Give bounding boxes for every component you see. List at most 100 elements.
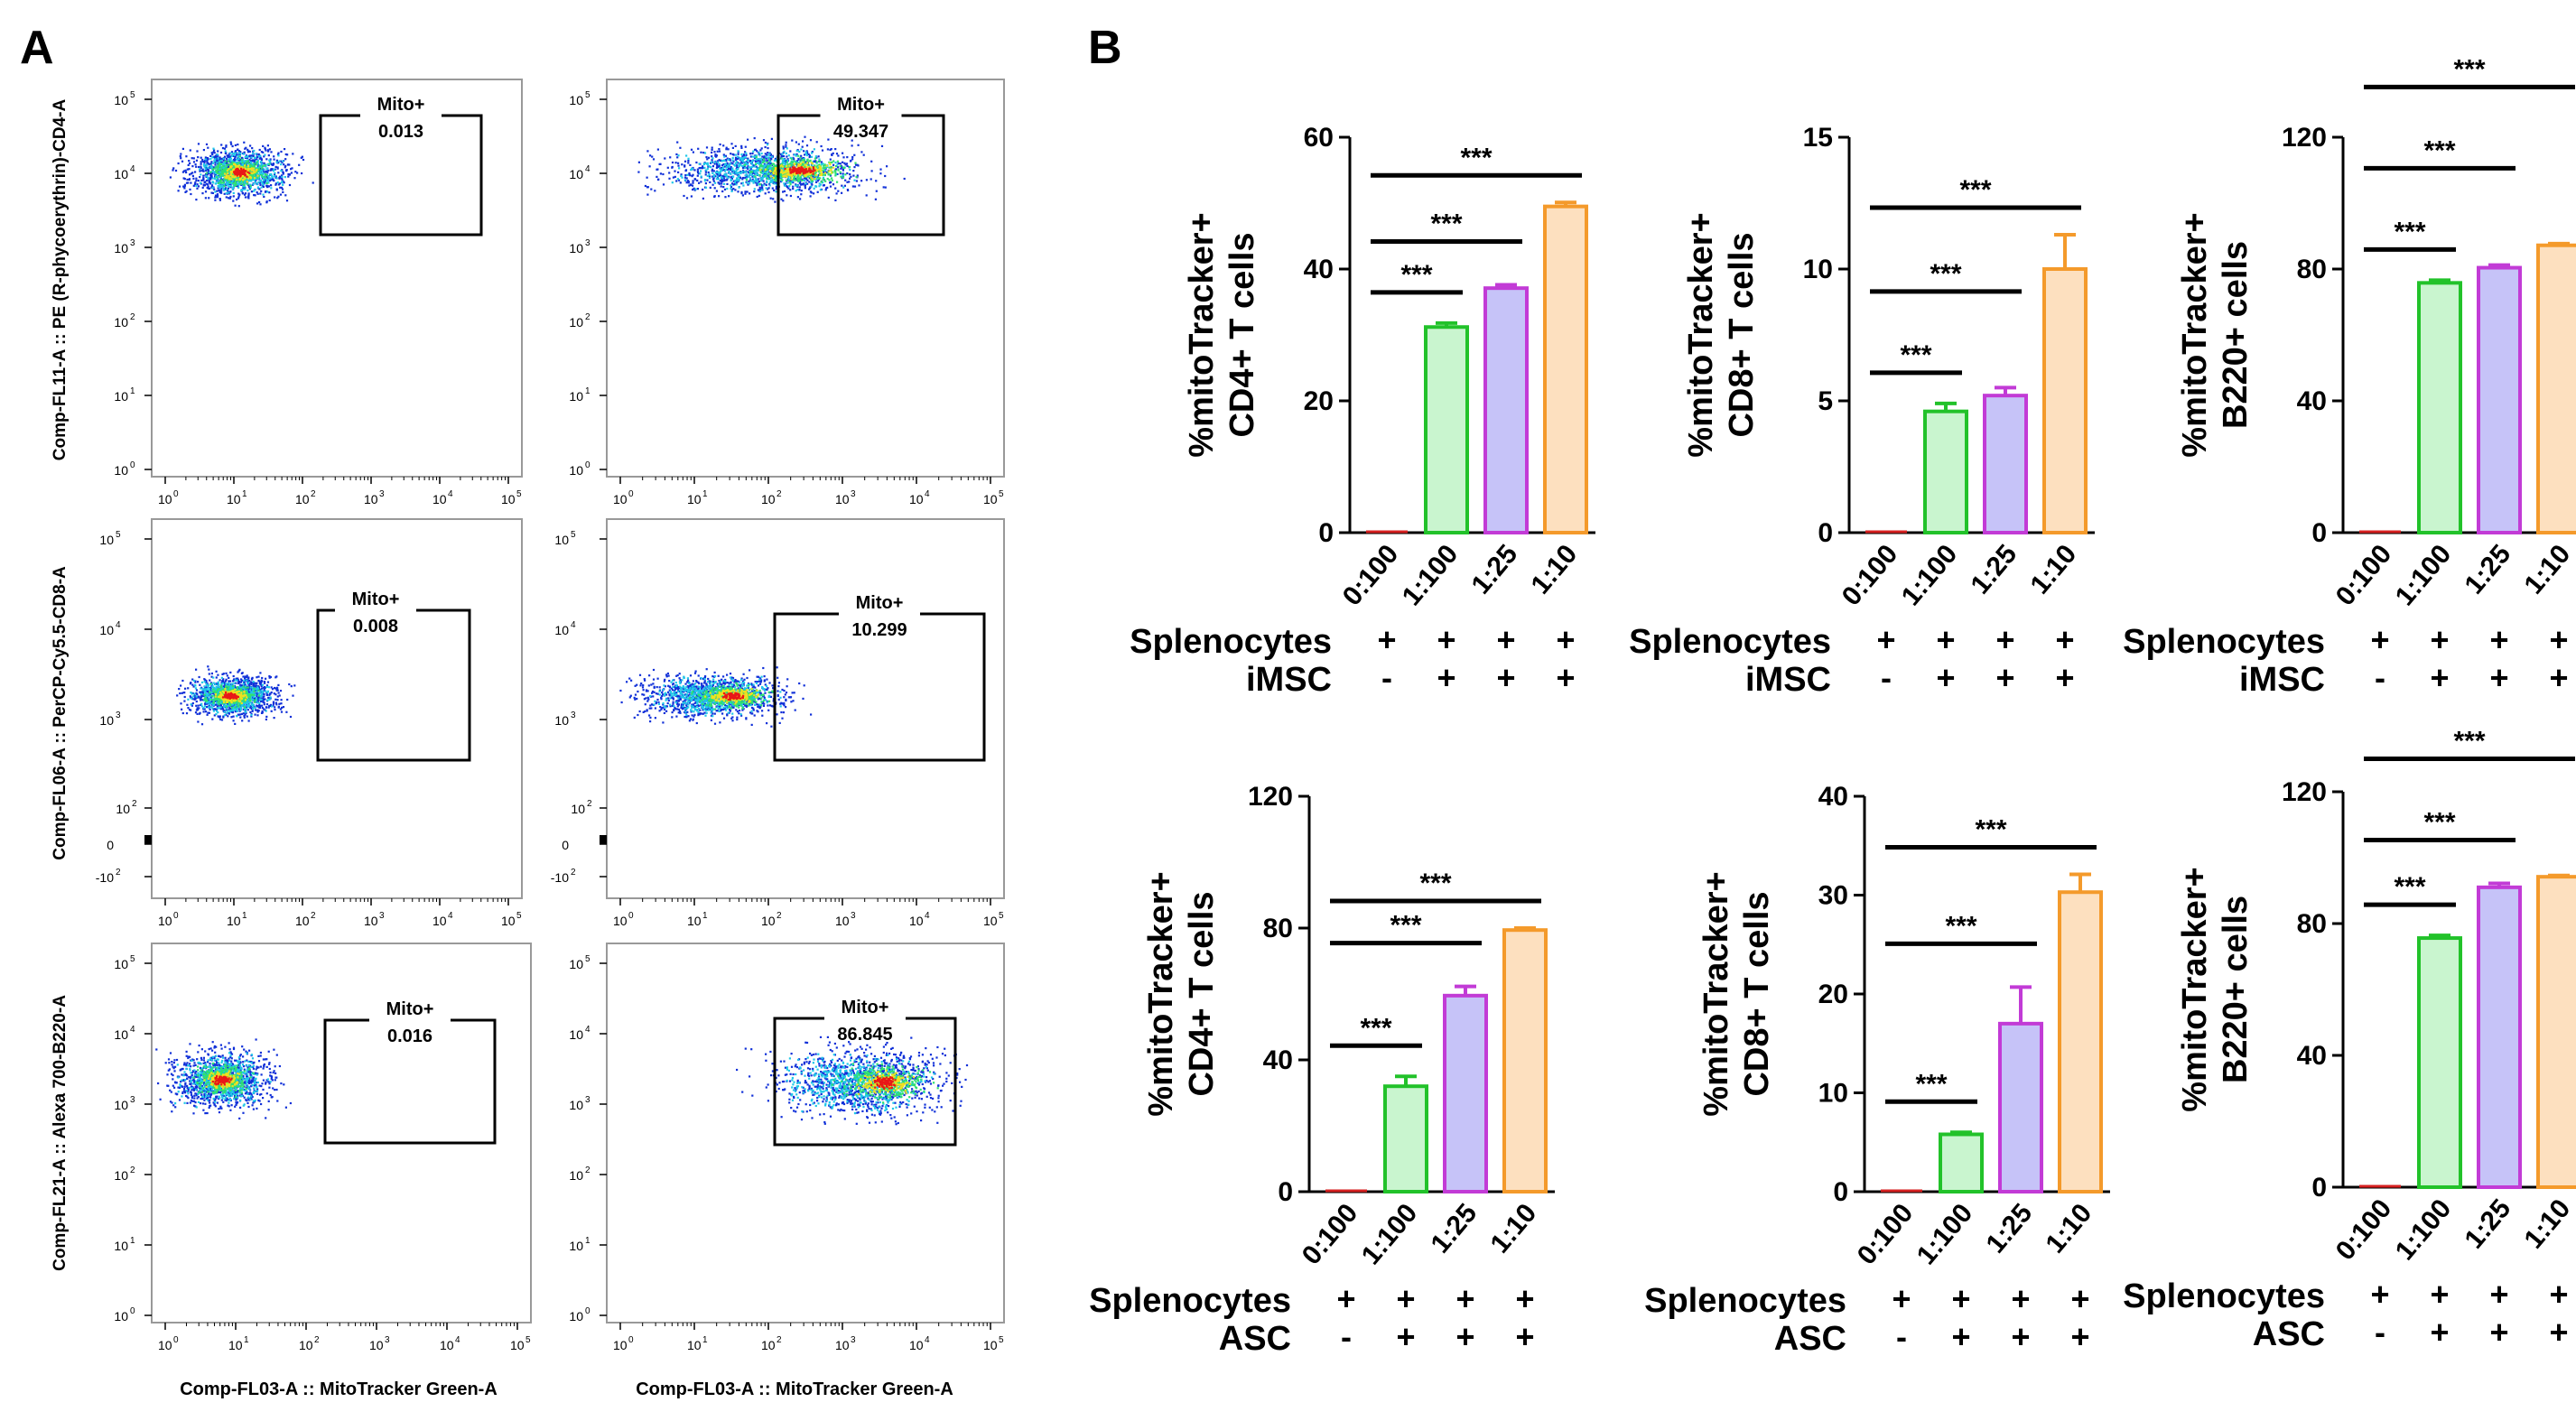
y-axis-label-line1: %mitoTracker+ [2176, 212, 2214, 457]
y-tick-label: 10 [569, 167, 583, 181]
x-axis: 10 0 10 1 10 2 10 3 10 4 10 5 [158, 477, 522, 506]
bar-1:10 [2536, 243, 2576, 534]
condition-row2-label: ASC [2253, 1315, 2325, 1353]
condition-sign: + [1515, 1280, 1534, 1317]
y-tick-label: 40 [2297, 1041, 2327, 1071]
y-tick-label: 10 [114, 1309, 128, 1323]
significance-label: *** [1930, 259, 1961, 289]
x-tick-label: 10 [227, 492, 241, 506]
significance-label: *** [1430, 209, 1462, 239]
bar-1:100 [2417, 281, 2462, 534]
significance-label: *** [1400, 260, 1432, 290]
x-tick-label: 10 [440, 1338, 454, 1352]
y-tick-label: 0 [562, 838, 569, 852]
y-tick-exponent: 2 [130, 1166, 135, 1175]
y-tick-exponent: 2 [116, 868, 121, 878]
y-tick-label: 20 [1818, 980, 1848, 1009]
x-tick-exponent: 4 [925, 1335, 930, 1345]
condition-sign: - [2375, 1314, 2385, 1351]
y-tick-label: 0 [1278, 1177, 1293, 1207]
x-tick-exponent: 2 [777, 911, 782, 921]
y-tick-label: 10 [569, 1168, 583, 1183]
y-tick-label: 120 [2282, 123, 2327, 153]
condition-sign: + [1437, 659, 1455, 696]
significance-label: *** [1390, 911, 1421, 941]
significance-label: *** [2453, 54, 2485, 84]
y-tick-label: 15 [1803, 123, 1833, 153]
y-tick-label: 10 [114, 1098, 128, 1112]
condition-sign: + [1496, 659, 1515, 696]
y-tick-label: 120 [2282, 777, 2327, 807]
y-tick-exponent: 0 [585, 460, 591, 470]
x-tick-label: 10 [909, 1338, 924, 1352]
condition-sign: + [2055, 621, 2074, 658]
flow-plot-frame [151, 943, 532, 1323]
y-axis-label-line2: CD4+ T cells [1183, 891, 1221, 1096]
condition-sign: + [2070, 1318, 2089, 1355]
condition-sign: + [1951, 1280, 1970, 1317]
y-tick-exponent: 4 [585, 1025, 591, 1035]
x-tick-label: 0:100 [1337, 539, 1405, 611]
condition-sign: - [1881, 659, 1892, 696]
x-tick-label: 1:100 [2390, 539, 2458, 611]
y-tick-label: 0 [1318, 518, 1334, 548]
y-tick-label: 10 [569, 1098, 583, 1112]
condition-row2-label: ASC [1774, 1320, 1846, 1358]
y-tick-label: 0 [2311, 518, 2327, 548]
condition-sign: + [2489, 1314, 2508, 1351]
x-tick-label: 10 [983, 1338, 998, 1352]
gate-label: Mito+ [386, 999, 434, 1019]
x-tick-label: 0:100 [1837, 539, 1904, 611]
x-tick-exponent: 1 [702, 489, 708, 499]
y-tick-label: 10 [114, 167, 128, 181]
y-tick-label: 10 [571, 802, 585, 816]
significance-label: *** [1975, 815, 2006, 845]
y-tick-label: 10 [569, 1309, 583, 1323]
y-tick-exponent: 1 [585, 1236, 591, 1246]
x-tick-exponent: 2 [777, 489, 782, 499]
y-tick-exponent: 0 [585, 1306, 591, 1316]
y-tick-exponent: 2 [587, 799, 592, 809]
density-cloud [619, 666, 813, 728]
x-tick-label: 10 [909, 492, 924, 506]
y-tick-exponent: 3 [130, 238, 135, 248]
x-tick-label: 1:25 [1965, 539, 2023, 599]
y-tick-label: 80 [2297, 909, 2327, 939]
y-tick-label: 10 [569, 463, 583, 478]
condition-sign: - [1896, 1318, 1907, 1355]
x-tick-label: 10 [835, 1338, 850, 1352]
x-tick-exponent: 1 [242, 489, 247, 499]
condition-sign: + [2430, 621, 2449, 658]
condition-sign: + [1336, 1280, 1355, 1317]
condition-sign: + [1455, 1318, 1474, 1355]
x-tick-exponent: 0 [173, 489, 179, 499]
gate-label: Mito+ [837, 95, 885, 115]
x-tick-label: 1:25 [2459, 1193, 2516, 1254]
condition-sign: - [1341, 1318, 1352, 1355]
condition-sign: + [2370, 1276, 2389, 1313]
y-tick-label: 10 [114, 1239, 128, 1253]
x-tick-exponent: 5 [999, 489, 1004, 499]
condition-sign: + [2489, 1276, 2508, 1313]
y-axis-label-line1: %mitoTracker+ [1697, 871, 1735, 1116]
condition-sign: + [1951, 1318, 1970, 1355]
y-tick-exponent: 0 [130, 1306, 135, 1316]
y-tick-exponent: 3 [116, 710, 121, 720]
x-tick-label: 1:10 [1484, 1198, 1542, 1258]
y-tick-label: 10 [554, 533, 569, 547]
x-tick-label: 10 [432, 914, 447, 928]
y-tick-exponent: 2 [585, 1166, 591, 1175]
condition-sign: + [2055, 659, 2074, 696]
y-tick-exponent: 3 [571, 710, 576, 720]
x-tick-exponent: 4 [448, 489, 453, 499]
x-tick-label: 1:25 [1980, 1198, 2038, 1258]
x-tick-label: 1:100 [1896, 539, 1964, 611]
x-tick-label: 10 [761, 492, 776, 506]
condition-sign: + [1936, 659, 1955, 696]
x-tick-label: 0:100 [1852, 1198, 1920, 1270]
x-tick-label: 10 [432, 492, 447, 506]
x-tick-exponent: 4 [448, 911, 453, 921]
